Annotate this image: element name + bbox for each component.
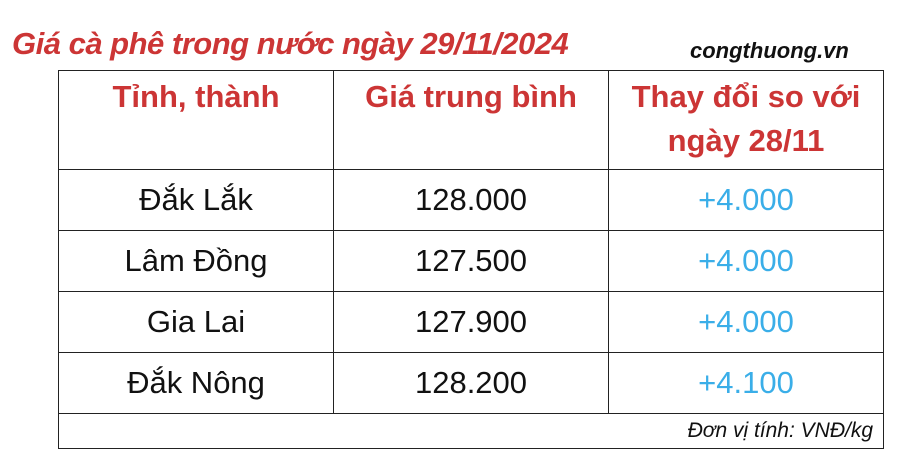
- change-cell: +4.000: [608, 230, 884, 292]
- price-cell: 127.500: [333, 230, 609, 292]
- province-cell: Đắk Lắk: [58, 169, 334, 231]
- coffee-price-table: Tỉnh, thành Giá trung bình Thay đổi so v…: [58, 70, 884, 449]
- table-header-row: Tỉnh, thành Giá trung bình Thay đổi so v…: [58, 70, 884, 170]
- unit-note: Đơn vị tính: VNĐ/kg: [58, 413, 884, 449]
- change-cell: +4.000: [608, 169, 884, 231]
- province-cell: Lâm Đồng: [58, 230, 334, 292]
- table-row: Lâm Đồng 127.500 +4.000: [58, 230, 884, 292]
- table-row: Đắk Nông 128.200 +4.100: [58, 352, 884, 414]
- header-province: Tỉnh, thành: [58, 70, 334, 170]
- price-cell: 128.200: [333, 352, 609, 414]
- page-title: Giá cà phê trong nước ngày 29/11/2024: [12, 26, 569, 61]
- table-row: Đắk Lắk 128.000 +4.000: [58, 169, 884, 231]
- unit-row: Đơn vị tính: VNĐ/kg: [58, 413, 884, 449]
- header-average-price: Giá trung bình: [333, 70, 609, 170]
- change-cell: +4.100: [608, 352, 884, 414]
- table-row: Gia Lai 127.900 +4.000: [58, 291, 884, 353]
- header-change: Thay đổi so với ngày 28/11: [608, 70, 884, 170]
- price-cell: 127.900: [333, 291, 609, 353]
- change-cell: +4.000: [608, 291, 884, 353]
- price-cell: 128.000: [333, 169, 609, 231]
- brand-watermark: congthuong.vn: [690, 38, 849, 63]
- province-cell: Gia Lai: [58, 291, 334, 353]
- province-cell: Đắk Nông: [58, 352, 334, 414]
